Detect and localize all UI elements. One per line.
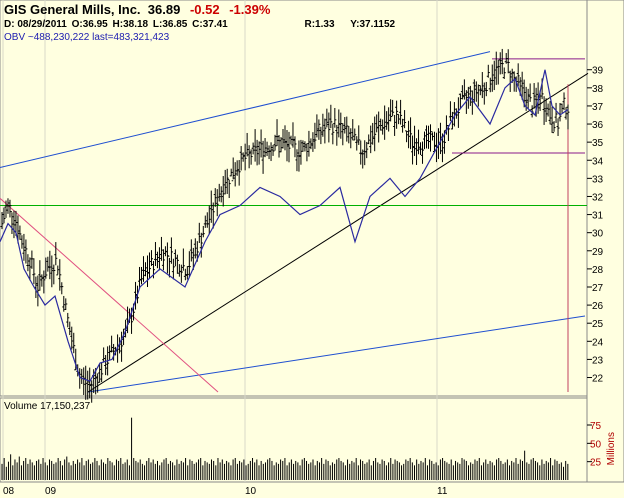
x-tick-label: 08 — [3, 486, 15, 497]
uptrend-line — [87, 72, 589, 393]
volume-readout: Volume 17,150,237 — [4, 401, 91, 412]
obv-readout: OBV ~488,230,222 last=483,321,423 — [4, 32, 170, 43]
y-tick-label: 36 — [592, 120, 604, 131]
y-tick-label: 25 — [592, 319, 604, 330]
price-change-pct: -1.39% — [229, 2, 271, 17]
price-change: -0.52 — [189, 2, 220, 17]
y-tick-label: 26 — [592, 301, 604, 312]
y-tick-label: 24 — [592, 337, 604, 348]
y-tick-label: 34 — [592, 156, 604, 167]
y-tick-label: 29 — [592, 247, 604, 258]
y-tick-label: 37 — [592, 102, 604, 113]
y-tick-label: 33 — [592, 174, 604, 185]
x-tick-label: 10 — [245, 486, 257, 497]
channel-upper-line — [0, 51, 491, 168]
y-tick-label: 32 — [592, 192, 604, 203]
chart-title: GIS General Mills, Inc. 36.89 -0.52 -1.3… — [4, 2, 271, 17]
downtrend-line — [0, 197, 219, 393]
y-tick-label: 23 — [592, 355, 604, 366]
volume-tick-label: 50 — [590, 439, 602, 450]
ohlc-readout: D: 08/29/2011 O:36.95 H:38.18 L:36.85 C:… — [4, 19, 396, 30]
x-tick-label: 11 — [437, 486, 448, 497]
y-tick-label: 22 — [592, 374, 604, 385]
last-price: 36.89 — [147, 2, 181, 17]
volume-tick-label: 75 — [590, 421, 602, 432]
y-tick-label: 28 — [592, 265, 604, 276]
obv-line — [0, 69, 569, 382]
y-tick-label: 30 — [592, 229, 604, 240]
y-tick-label: 35 — [592, 138, 604, 149]
y-tick-label: 38 — [592, 84, 604, 95]
y-tick-label: 31 — [592, 211, 604, 222]
y-tick-label: 39 — [592, 66, 604, 77]
channel-lower-line — [87, 315, 586, 393]
y-tick-label: 27 — [592, 283, 604, 294]
volume-tick-label: 25 — [590, 458, 602, 469]
volume-unit-label: Millions — [606, 432, 617, 466]
x-tick-label: 09 — [45, 486, 57, 497]
